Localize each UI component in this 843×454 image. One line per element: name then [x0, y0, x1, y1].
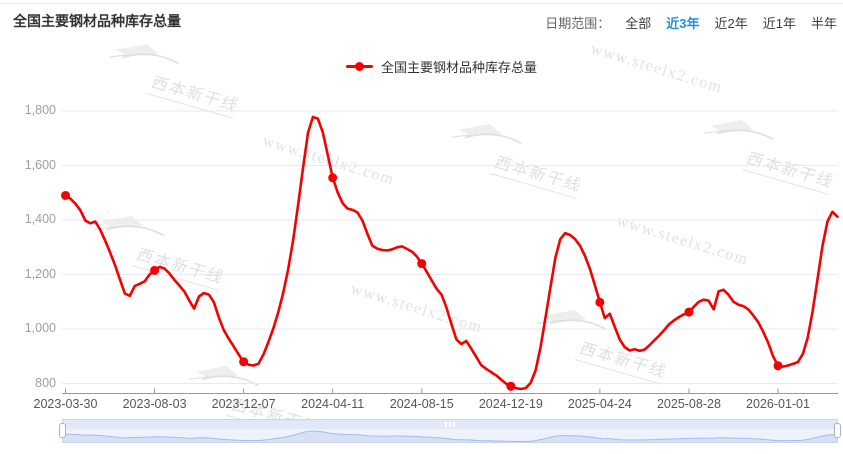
date-range-option-3y[interactable]: 近3年: [666, 16, 700, 31]
line-chart-plot[interactable]: [0, 0, 843, 415]
data-point-marker: [773, 361, 783, 371]
legend-item[interactable]: 全国主要钢材品种库存总量: [346, 57, 537, 76]
slider-data-shadow: [63, 431, 837, 442]
data-point-marker: [684, 307, 694, 317]
series-line: [64, 115, 839, 391]
grip-icon: [445, 422, 447, 427]
x-tick-label: 2025-08-28: [656, 397, 721, 411]
x-tick-label: 2025-04-24: [567, 397, 632, 411]
data-point-marker: [417, 259, 427, 269]
x-tick-label: 2024-08-15: [389, 397, 454, 411]
date-range-option-all[interactable]: 全部: [625, 16, 652, 31]
date-range-option-2y[interactable]: 近2年: [714, 16, 748, 31]
y-tick-label: 1,200: [24, 266, 56, 281]
legend-marker: [346, 61, 373, 72]
y-tick-label: 1,800: [24, 103, 56, 117]
y-tick-label: 1,000: [24, 321, 56, 335]
slider-right-handle[interactable]: [834, 423, 841, 438]
data-point-marker: [61, 190, 70, 200]
y-tick-label: 1,400: [24, 212, 56, 226]
data-point-marker: [150, 265, 160, 275]
legend-label: 全国主要钢材品种库存总量: [381, 60, 538, 75]
slider-move-handle[interactable]: [63, 420, 837, 429]
data-point-marker: [595, 297, 605, 307]
y-tick-label: 1,600: [24, 157, 56, 172]
data-zoom-slider[interactable]: [59, 419, 841, 443]
data-point-marker: [239, 357, 249, 367]
legend-dot-icon: [355, 62, 364, 71]
slider-data-line: [63, 430, 837, 442]
date-range-option-1y[interactable]: 近1年: [762, 16, 796, 31]
x-tick-label: 2023-03-30: [33, 397, 98, 411]
page-title: 全国主要钢材品种库存总量: [13, 13, 181, 29]
x-tick-label: 2024-12-19: [478, 397, 543, 411]
data-point-marker: [506, 381, 516, 391]
slider-mini-chart: [63, 430, 837, 442]
x-tick-label: 2023-12-07: [211, 397, 276, 411]
date-range-selector: 日期范围： 全部 近3年 近2年 近1年 半年: [545, 13, 837, 32]
date-range-label: 日期范围：: [545, 16, 611, 31]
y-tick-label: 800: [35, 375, 56, 390]
x-tick-label: 2024-04-11: [301, 397, 365, 411]
top-divider: [0, 3, 843, 4]
grip-icon: [453, 422, 455, 427]
date-range-option-6m[interactable]: 半年: [810, 16, 837, 31]
x-tick-label: 2023-08-03: [122, 397, 187, 411]
x-tick-label: 2026-01-01: [746, 397, 810, 411]
grip-icon: [449, 422, 451, 427]
data-point-marker: [328, 173, 338, 183]
slider-left-handle[interactable]: [59, 423, 66, 438]
